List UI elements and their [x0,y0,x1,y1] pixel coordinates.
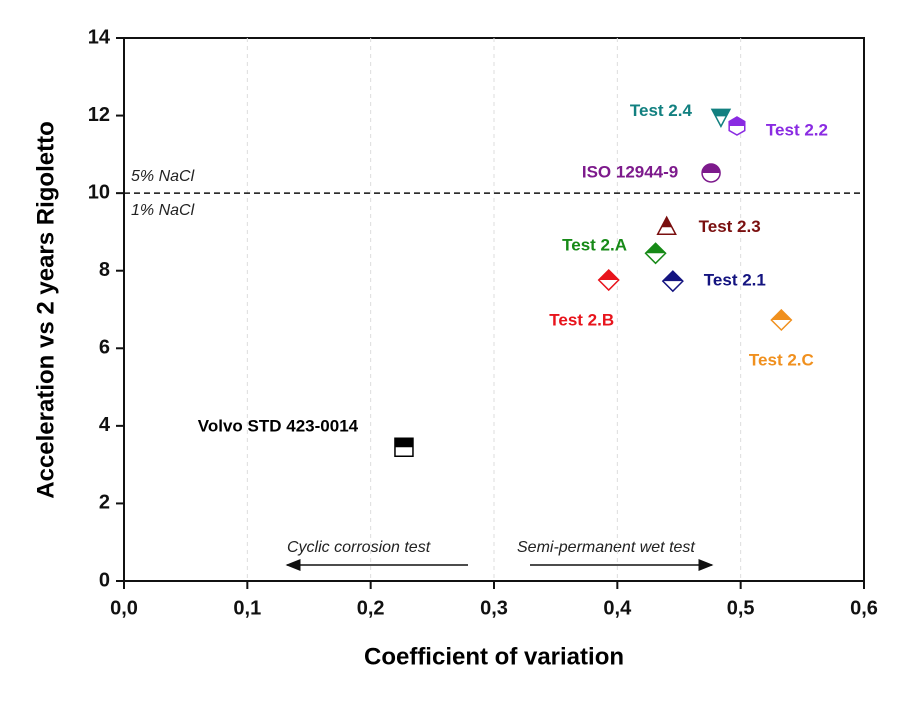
marker-fill [645,243,666,254]
point-label: Test 2.C [749,350,814,369]
point [710,108,732,128]
point-label: ISO 12944-9 [582,162,678,181]
x-tick-label: 0,4 [603,597,632,619]
y-tick-label: 8 [99,259,110,281]
annotation: Semi-permanent wet test [517,539,695,556]
marker-fill [771,309,792,320]
point [394,437,414,457]
y-tick-label: 12 [88,104,110,126]
marker-fill [598,270,619,281]
point-label: Volvo STD 423-0014 [198,417,359,436]
y-tick-label: 0 [99,569,110,591]
y-tick-label: 10 [88,181,110,203]
point-label: Test 2.4 [630,101,693,120]
y-tick-label: 4 [99,414,111,436]
annotation: Cyclic corrosion test [287,539,431,556]
point [661,270,684,293]
marker-fill [661,217,672,228]
point [770,308,793,332]
marker-fill [729,117,745,127]
x-tick-label: 0,6 [850,597,878,619]
y-tick-label: 6 [99,337,110,359]
x-tick-label: 0,2 [357,597,385,619]
y-axis-title: Acceleration vs 2 years Rigoletto [32,121,59,498]
point-label: Test 2.1 [704,271,766,290]
marker-fill [662,271,683,282]
point [656,215,677,236]
x-axis-title: Coefficient of variation [364,643,624,670]
y-tick-label: 2 [99,492,110,514]
point-label: Test 2.3 [699,217,761,236]
annotation: 5% NaCl [131,168,195,185]
x-tick-label: 0,3 [480,597,508,619]
x-tick-label: 0,5 [727,597,755,619]
point [701,163,721,183]
marker-fill [702,163,721,173]
point-label: Test 2.B [549,311,614,330]
marker-fill [711,109,730,117]
y-tick-label: 14 [88,26,111,48]
point-label: Test 2.A [562,236,627,255]
point-label: Test 2.2 [766,121,828,140]
point [597,268,620,292]
point [728,116,746,136]
x-tick-label: 0,0 [110,597,138,619]
marker-fill [394,438,413,448]
annotation: 1% NaCl [131,202,195,219]
point [644,242,667,265]
x-tick-label: 0,1 [233,597,261,619]
